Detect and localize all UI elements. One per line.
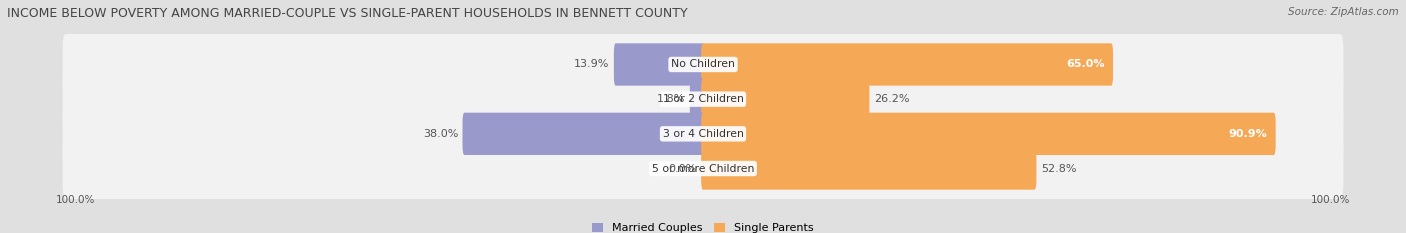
FancyBboxPatch shape bbox=[463, 113, 704, 155]
Text: Source: ZipAtlas.com: Source: ZipAtlas.com bbox=[1288, 7, 1399, 17]
Text: 1 or 2 Children: 1 or 2 Children bbox=[662, 94, 744, 104]
Text: 3 or 4 Children: 3 or 4 Children bbox=[662, 129, 744, 139]
FancyBboxPatch shape bbox=[614, 43, 704, 86]
FancyBboxPatch shape bbox=[702, 147, 1036, 190]
Legend: Married Couples, Single Parents: Married Couples, Single Parents bbox=[592, 223, 814, 233]
Text: 1.8%: 1.8% bbox=[657, 94, 685, 104]
FancyBboxPatch shape bbox=[702, 113, 1275, 155]
Text: 65.0%: 65.0% bbox=[1066, 59, 1105, 69]
FancyBboxPatch shape bbox=[62, 103, 1344, 164]
Text: 38.0%: 38.0% bbox=[423, 129, 458, 139]
Text: No Children: No Children bbox=[671, 59, 735, 69]
Text: 26.2%: 26.2% bbox=[873, 94, 910, 104]
Text: 0.0%: 0.0% bbox=[668, 164, 697, 174]
FancyBboxPatch shape bbox=[62, 34, 1344, 95]
Text: 13.9%: 13.9% bbox=[574, 59, 609, 69]
FancyBboxPatch shape bbox=[62, 69, 1344, 130]
FancyBboxPatch shape bbox=[702, 78, 869, 120]
Text: INCOME BELOW POVERTY AMONG MARRIED-COUPLE VS SINGLE-PARENT HOUSEHOLDS IN BENNETT: INCOME BELOW POVERTY AMONG MARRIED-COUPL… bbox=[7, 7, 688, 20]
FancyBboxPatch shape bbox=[690, 78, 704, 120]
Text: 90.9%: 90.9% bbox=[1229, 129, 1267, 139]
FancyBboxPatch shape bbox=[62, 138, 1344, 199]
FancyBboxPatch shape bbox=[702, 43, 1114, 86]
Text: 5 or more Children: 5 or more Children bbox=[652, 164, 754, 174]
Text: 52.8%: 52.8% bbox=[1040, 164, 1077, 174]
